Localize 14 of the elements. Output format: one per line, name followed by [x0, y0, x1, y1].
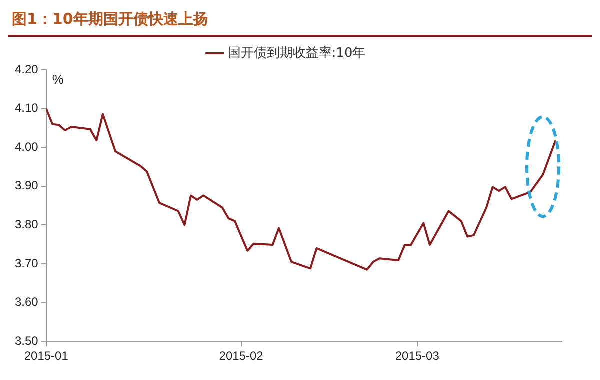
y-tick-label: 3.60 [14, 295, 39, 310]
y-tick-label: 3.70 [14, 256, 39, 270]
x-tick-label: 2015-01 [24, 349, 69, 364]
y-axis-title: % [52, 72, 64, 88]
legend-label: 国开债到期收益率:10年 [228, 44, 366, 61]
y-tick-label: 4.10 [14, 101, 39, 116]
y-tick-label: 4.00 [14, 140, 39, 154]
y-tick-label: 3.90 [14, 178, 39, 193]
y-tick-label: 3.80 [14, 218, 39, 232]
x-tick-label: 2015-03 [395, 349, 440, 364]
y-tick-label: 4.20 [14, 62, 39, 76]
y-tick-label: 3.50 [14, 334, 39, 348]
x-tick-label: 2015-02 [219, 349, 264, 364]
chart-title: 图1：10年期国开债快速上扬 [8, 8, 592, 37]
